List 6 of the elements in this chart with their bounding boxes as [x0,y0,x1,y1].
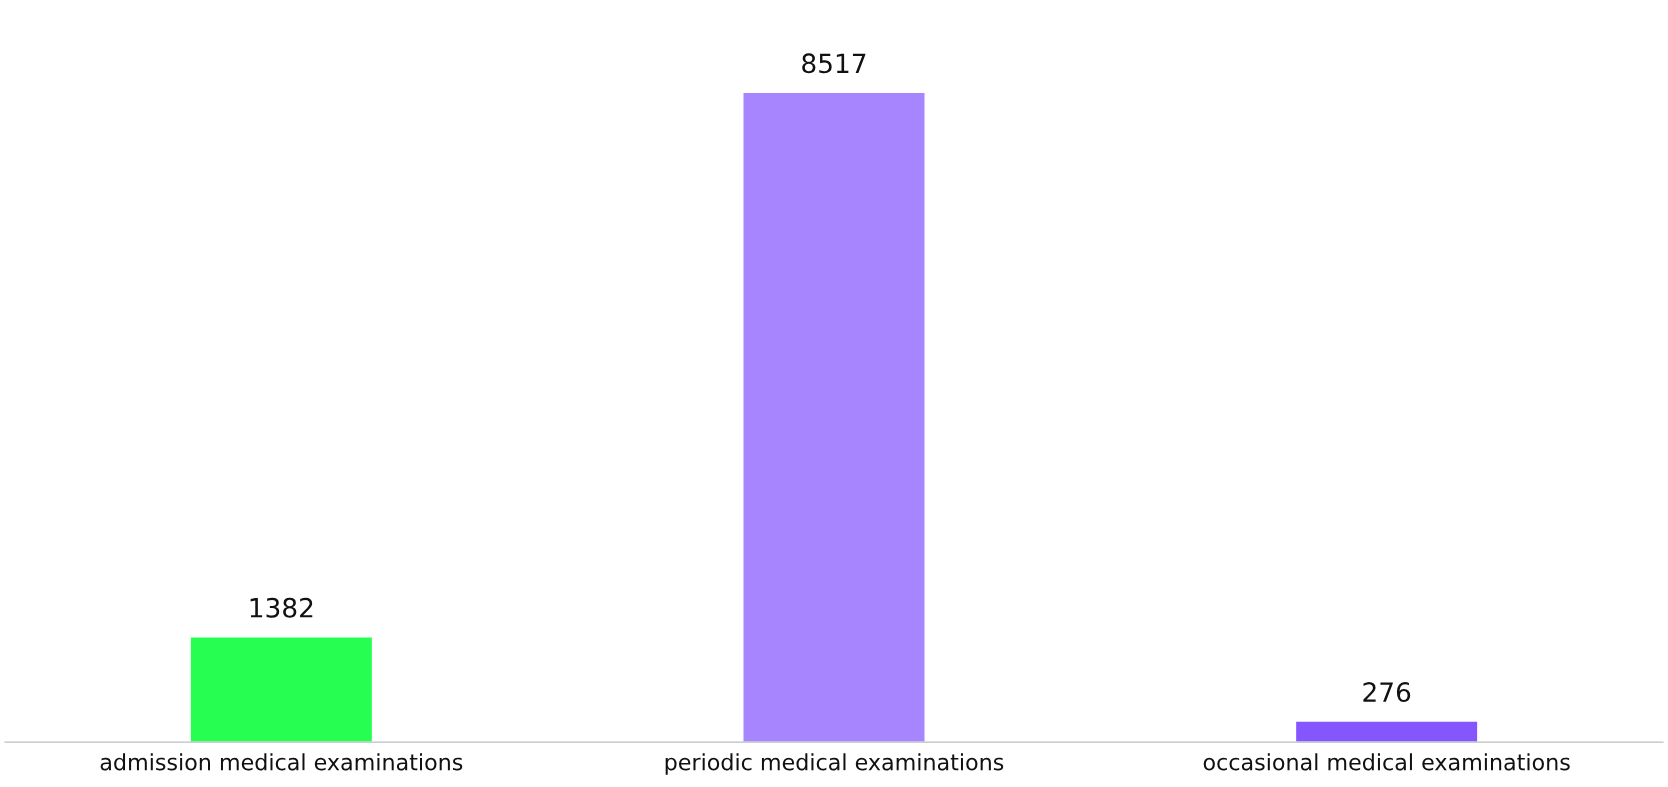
x-tick-label: occasional medical examinations [1203,753,1570,771]
data-label: 276 [1363,682,1411,703]
x-tick-label: admission medical examinations [100,753,463,771]
data-label: 8517 [802,53,866,74]
data-label: 1382 [250,597,313,618]
x-tick-label: periodic medical examinations [665,753,1004,775]
